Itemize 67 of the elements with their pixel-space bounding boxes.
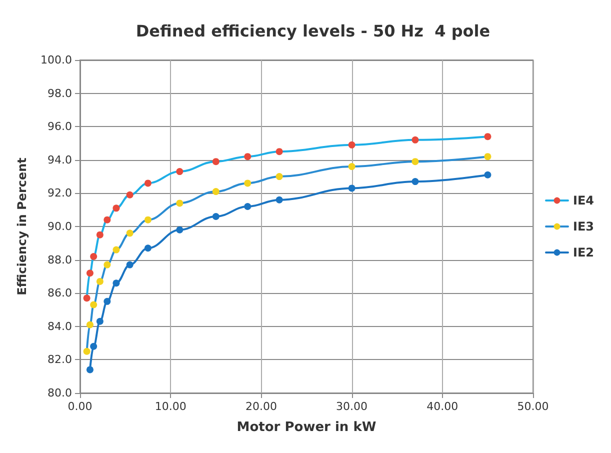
- point: [112, 204, 120, 212]
- point: [96, 231, 104, 238]
- point: [348, 163, 356, 170]
- point: [412, 178, 419, 186]
- point: [90, 342, 98, 350]
- point: [86, 366, 94, 374]
- point: [176, 168, 184, 176]
- point: [276, 173, 283, 180]
- y-tick-label: 92.0: [48, 186, 72, 200]
- y-tick-label: 90.0: [48, 220, 72, 233]
- y-tick-label: 94.0: [48, 153, 72, 166]
- y-tick-label: 98.0: [48, 86, 72, 100]
- point: [276, 196, 283, 204]
- point: [83, 348, 90, 355]
- point: [144, 180, 152, 187]
- point: [484, 153, 492, 160]
- x-tick-label: 0.00: [68, 400, 92, 413]
- chart-title: Defined efficiency levels - 50 Hz 4 pole: [136, 22, 490, 40]
- legend-label: IE3: [572, 220, 594, 234]
- point: [244, 180, 252, 187]
- point: [126, 230, 134, 237]
- point: [176, 200, 184, 207]
- point: [112, 246, 120, 254]
- point: [212, 188, 220, 196]
- point: [276, 148, 283, 156]
- point: [104, 298, 111, 305]
- point: [104, 261, 111, 268]
- point: [244, 203, 252, 210]
- x-tick-label: 50.00: [517, 400, 549, 413]
- point: [126, 261, 134, 268]
- point: [104, 216, 111, 224]
- point: [96, 278, 104, 285]
- x-tick-label: 30.00: [336, 400, 368, 413]
- point: [90, 301, 98, 308]
- point: [83, 294, 90, 302]
- y-tick-label: 82.0: [48, 353, 72, 366]
- y-tick-label: 84.0: [48, 320, 72, 333]
- point: [412, 158, 419, 166]
- point: [484, 133, 492, 140]
- point: [348, 184, 356, 192]
- y-tick-label: 96.0: [48, 120, 72, 134]
- point: [176, 226, 184, 234]
- y-tick-label: 88.0: [48, 253, 72, 266]
- point: [90, 252, 98, 260]
- point: [96, 318, 104, 325]
- y-tick-label: 86.0: [48, 286, 72, 300]
- point: [412, 136, 419, 144]
- legend-label: IE4: [572, 194, 594, 208]
- legend-label: IE2: [572, 246, 594, 260]
- point: [144, 216, 152, 224]
- point: [112, 280, 120, 287]
- point: [86, 270, 94, 277]
- x-tick-label: 20.00: [245, 400, 277, 413]
- x-tick-label: 10.00: [154, 400, 186, 413]
- point: [144, 244, 152, 252]
- y-axis-title: Efficiency in Percent: [15, 157, 29, 296]
- y-tick-label: 80.0: [48, 386, 72, 400]
- point: [484, 171, 492, 178]
- x-tick-label: 40.00: [426, 400, 458, 413]
- point: [86, 321, 94, 328]
- y-tick-label: 100.0: [40, 54, 72, 66]
- point: [212, 158, 220, 166]
- point: [126, 191, 134, 198]
- point: [244, 153, 252, 160]
- x-axis-title: Motor Power in kW: [236, 420, 376, 435]
- point: [212, 213, 220, 220]
- point: [348, 141, 356, 148]
